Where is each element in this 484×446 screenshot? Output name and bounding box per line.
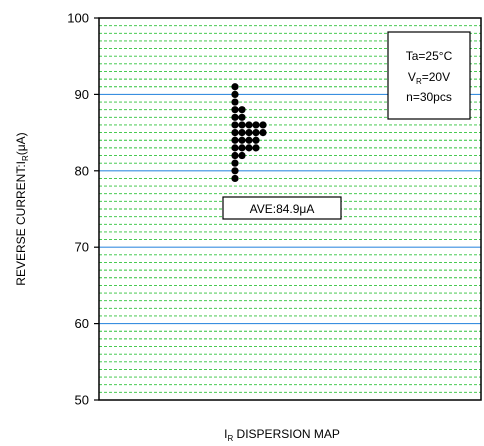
data-point [245,136,253,144]
plot-frame [98,17,482,401]
grid-lines [99,25,481,393]
data-point [231,129,239,137]
data-point [245,144,253,152]
data-point [238,113,246,121]
data-point [231,106,239,114]
data-point [238,106,246,114]
data-point [231,136,239,144]
legend-box: Ta=25°C VR=20V n=30pcs [387,31,471,120]
data-point [252,136,260,144]
y-tick-label: 100 [67,11,89,26]
data-point [238,151,246,160]
data-point [245,121,253,129]
y-tick-label: 50 [75,393,89,408]
data-point [231,98,239,106]
data-point [238,144,246,152]
data-point [231,159,239,167]
y-tick-label: 60 [75,316,89,331]
data-point [231,174,239,183]
y-axis-label: REVERSE CURRENT:IR(μA) [14,132,30,285]
legend-line-temperature: Ta=25°C [406,49,453,63]
data-point [238,121,246,129]
average-label: AVE:84.9μA [222,196,342,220]
data-point [252,121,260,129]
data-point [238,136,246,144]
data-points [231,83,267,183]
data-point [231,144,239,152]
average-label-text: AVE:84.9μA [250,202,315,216]
y-tick-label: 80 [75,163,89,178]
data-point [238,129,246,137]
data-point [231,90,239,98]
average-label-frame [222,196,342,220]
data-point [252,144,260,152]
data-point [252,129,260,137]
legend-line-voltage: VR=20V [408,70,450,86]
data-point [231,113,239,121]
data-point [231,151,239,160]
data-point [231,83,239,91]
data-point [231,167,239,175]
legend-box-frame [387,31,471,120]
data-point [259,121,267,129]
y-tick-label: 70 [75,240,89,255]
data-point [231,121,239,129]
y-ticks: 50 60 70 80 90 100 [67,11,99,408]
y-tick-label: 90 [75,87,89,102]
x-axis-label: IR DISPERSION MAP [224,427,340,443]
data-point [259,129,267,137]
legend-line-sample-count: n=30pcs [406,90,452,104]
data-point [245,129,253,137]
